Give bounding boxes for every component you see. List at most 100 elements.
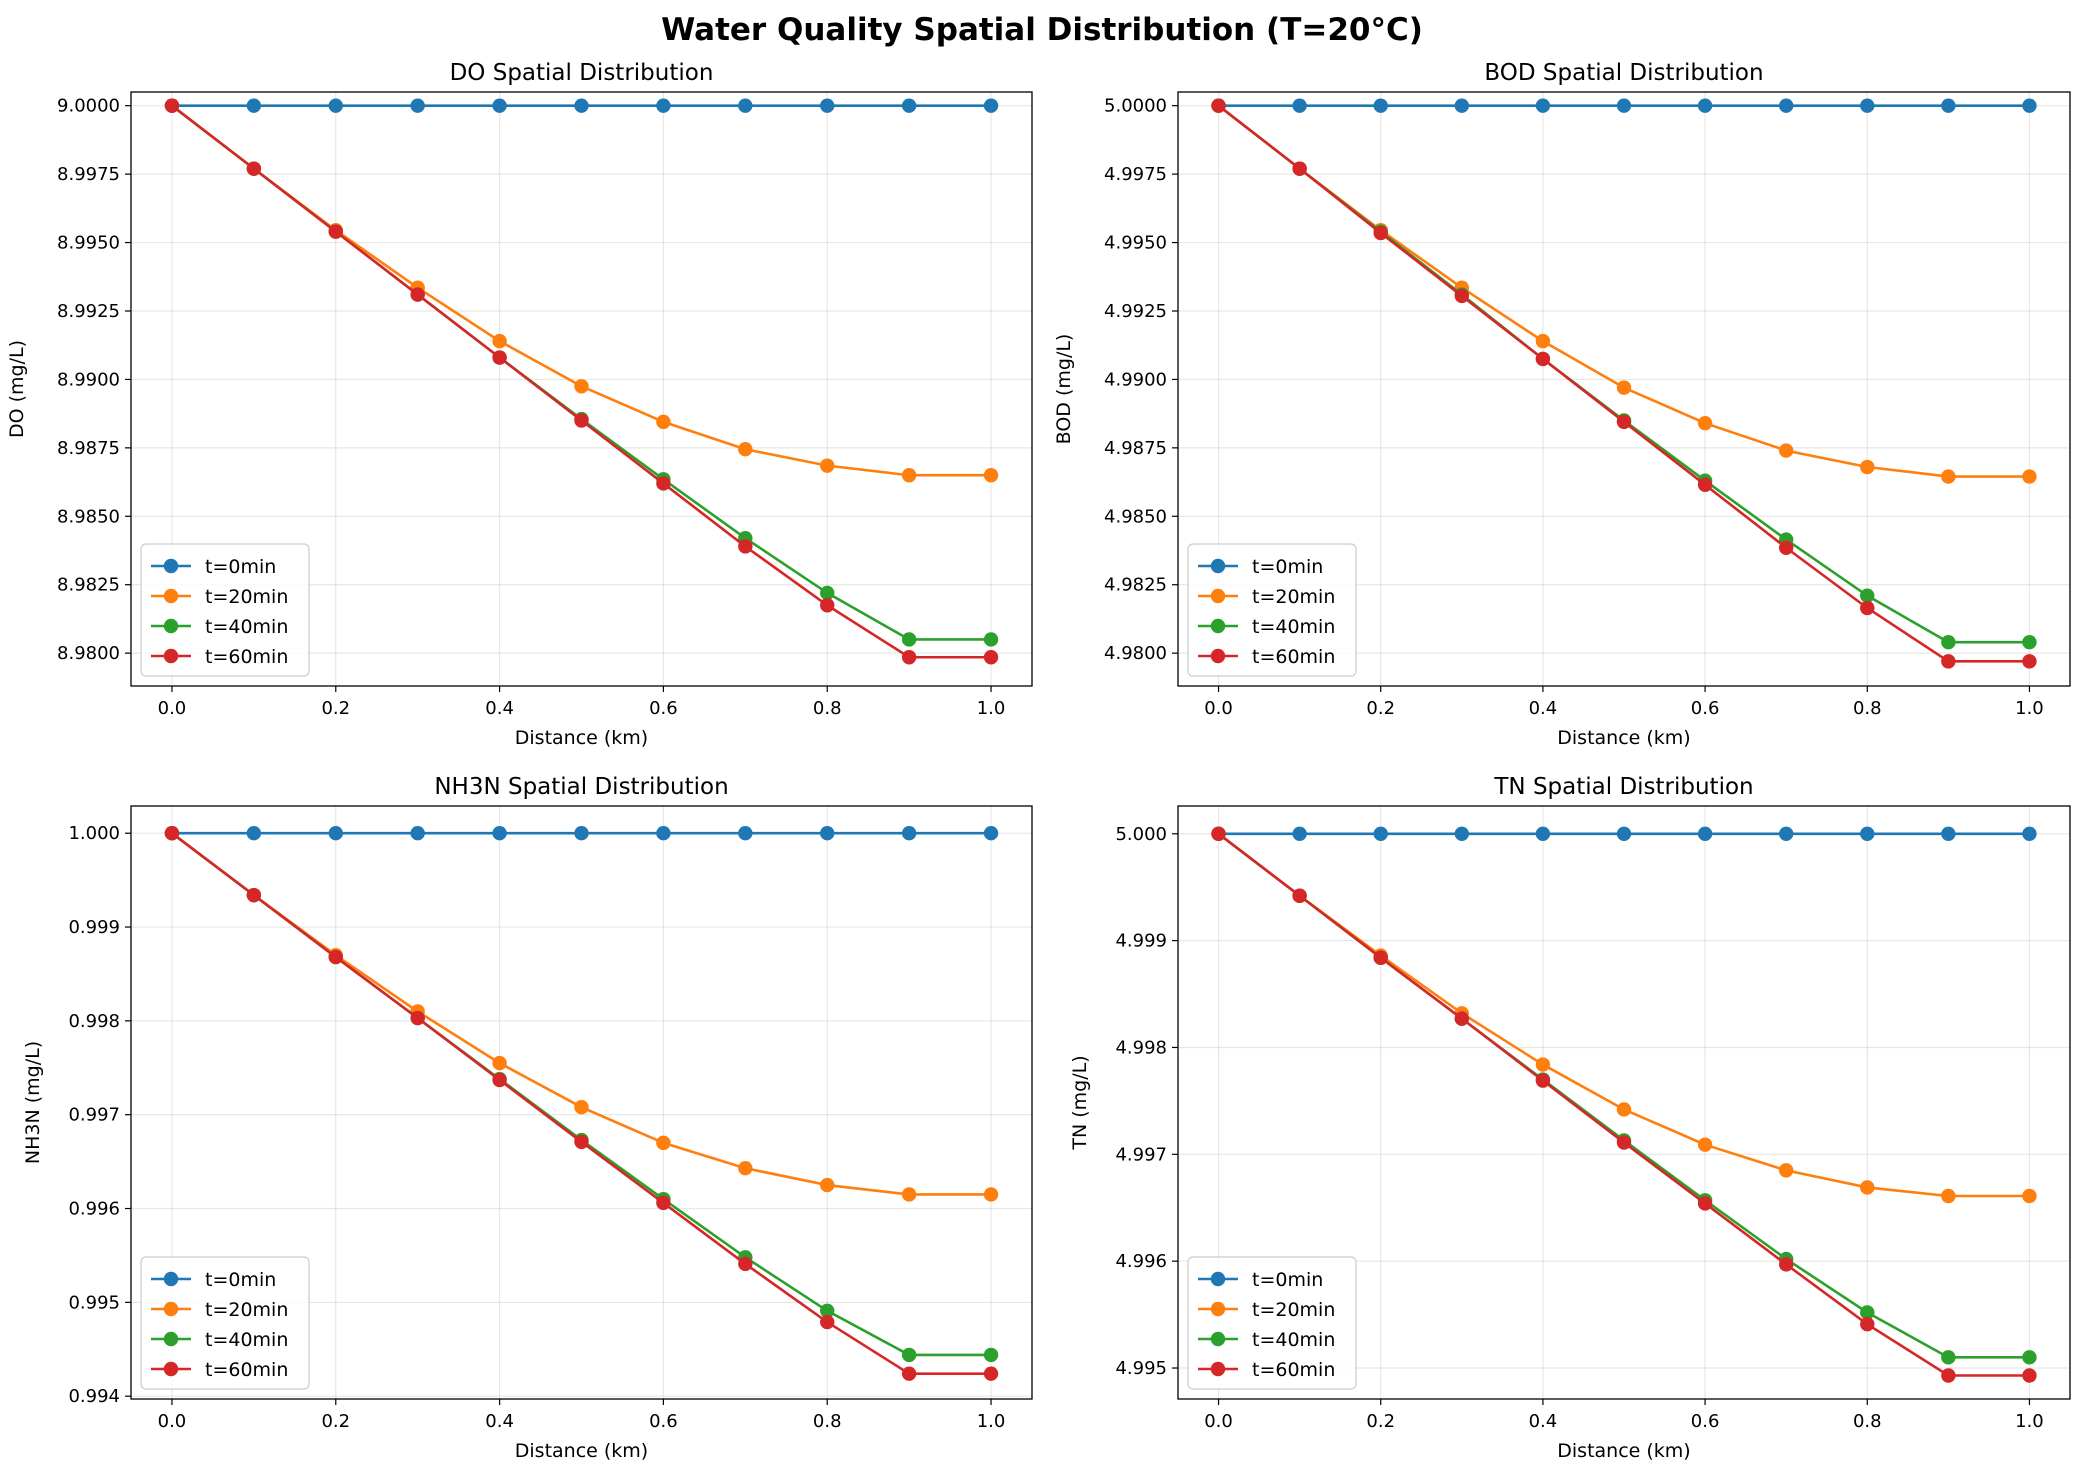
y-tick-label: 4.9825 (1104, 575, 1167, 596)
data-point (1535, 333, 1551, 349)
data-point (1860, 826, 1875, 841)
data-point (2022, 635, 2037, 650)
data-point (492, 826, 507, 841)
x-tick-label: 0.4 (1529, 698, 1558, 719)
x-axis-label: Distance (km) (515, 727, 648, 749)
data-point (328, 224, 343, 239)
data-point (1860, 459, 1875, 475)
x-tick-label: 1.0 (977, 1411, 1006, 1432)
data-point (1535, 1073, 1551, 1088)
data-point (901, 1347, 917, 1363)
data-point (738, 826, 753, 841)
data-point (656, 414, 671, 430)
x-tick-label: 0.2 (1366, 698, 1395, 719)
x-tick-label: 0.6 (649, 1411, 678, 1432)
legend-entry-label: t=40min (205, 616, 288, 638)
legend-marker (163, 1361, 179, 1377)
data-point (492, 1072, 507, 1088)
data-point (492, 350, 507, 365)
data-point (983, 650, 999, 665)
legend-box (140, 1256, 310, 1390)
data-point (1778, 540, 1794, 555)
data-point (2022, 654, 2037, 669)
x-tick-label: 1.0 (2015, 1411, 2044, 1432)
x-tick-label: 0.0 (1204, 1411, 1233, 1432)
legend-entry-label: t=0min (205, 1269, 276, 1291)
data-point (738, 539, 753, 554)
data-point (574, 379, 589, 394)
x-axis-label: Distance (km) (1557, 1440, 1690, 1462)
y-axis-label: NH3N (mg/L) (22, 1041, 44, 1164)
data-point (1860, 1317, 1875, 1332)
y-tick-label: 8.9875 (57, 438, 120, 459)
legend-marker (163, 1301, 179, 1317)
data-point (1373, 98, 1388, 113)
data-point (820, 585, 835, 601)
data-point (901, 1366, 917, 1381)
data-point (1697, 1196, 1713, 1211)
x-tick-label: 0.0 (158, 698, 187, 719)
y-tick-label: 4.997 (1115, 1144, 1167, 1165)
data-point (1535, 351, 1551, 367)
data-point (2022, 98, 2037, 113)
data-point (2022, 1350, 2037, 1365)
x-tick-label: 0.8 (1853, 1411, 1882, 1432)
subplot-4: 0.0 0.2 0.4 0.6 0.8 1.0 4.995 4.996 4.997 4.998 4.… (1069, 774, 2071, 1462)
data-point (1616, 1135, 1632, 1150)
y-tick-label: 8.9850 (57, 506, 120, 527)
x-tick-label: 1.0 (977, 698, 1006, 719)
legend-marker (1210, 618, 1226, 634)
data-point (2022, 1188, 2037, 1204)
data-point (1941, 635, 1956, 650)
data-point (820, 826, 835, 841)
legend-entry-label: t=40min (1252, 616, 1335, 638)
y-tick-label: 0.999 (68, 917, 120, 938)
data-point (983, 632, 999, 647)
y-tick-label: 1.000 (68, 823, 120, 844)
data-point (1211, 826, 1226, 841)
legend-entry-label: t=40min (205, 1329, 288, 1351)
data-point (983, 468, 999, 483)
data-point (246, 887, 262, 903)
data-point (1941, 1350, 1956, 1365)
x-tick-label: 0.0 (1204, 698, 1233, 719)
x-tick-label: 0.4 (485, 1411, 514, 1432)
data-point (1292, 98, 1307, 113)
legend: t=0min t=20min t=40min t=60min (140, 543, 310, 677)
data-point (983, 826, 999, 841)
y-tick-label: 5.000 (1115, 824, 1167, 845)
legend-entry-label: t=20min (205, 586, 288, 608)
subplot-title: BOD Spatial Distribution (1484, 60, 1763, 86)
y-tick-label: 8.9975 (57, 164, 120, 185)
data-point (492, 333, 507, 349)
legend-entry-label: t=0min (205, 556, 276, 578)
data-point (1616, 826, 1632, 841)
x-tick-label: 0.4 (1529, 1411, 1558, 1432)
data-point (328, 98, 343, 113)
y-tick-label: 5.0000 (1104, 96, 1167, 117)
data-point (1778, 1257, 1794, 1272)
data-point (164, 826, 180, 841)
y-tick-label: 0.996 (68, 1199, 120, 1220)
y-tick-label: 4.9800 (1104, 643, 1167, 664)
legend-marker (163, 1331, 179, 1347)
y-axis-label: DO (mg/L) (6, 340, 28, 438)
x-tick-label: 0.8 (813, 698, 842, 719)
data-point (901, 98, 917, 113)
y-tick-label: 8.9950 (57, 233, 120, 254)
subplot-2: 0.0 0.2 0.4 0.6 0.8 1.0 4.9800 4.9825 4.9850 4.98… (1053, 60, 2071, 749)
data-point (820, 598, 835, 613)
legend-marker (1210, 1271, 1226, 1287)
data-point (1941, 1368, 1956, 1383)
x-tick-label: 0.8 (1853, 698, 1882, 719)
subplot-1: 0.0 0.2 0.4 0.6 0.8 1.0 8.9800 8.9825 8.9850 8.98… (6, 60, 1033, 749)
y-tick-label: 0.997 (68, 1105, 120, 1126)
legend-marker (163, 648, 179, 664)
legend-entry-label: t=40min (1252, 1329, 1335, 1351)
data-point (1778, 1163, 1794, 1178)
data-point (492, 1055, 507, 1071)
data-point (1616, 414, 1632, 430)
y-axis-label: BOD (mg/L) (1053, 334, 1075, 445)
legend: t=0min t=20min t=40min t=60min (1187, 543, 1357, 677)
legend-marker (1210, 558, 1226, 574)
